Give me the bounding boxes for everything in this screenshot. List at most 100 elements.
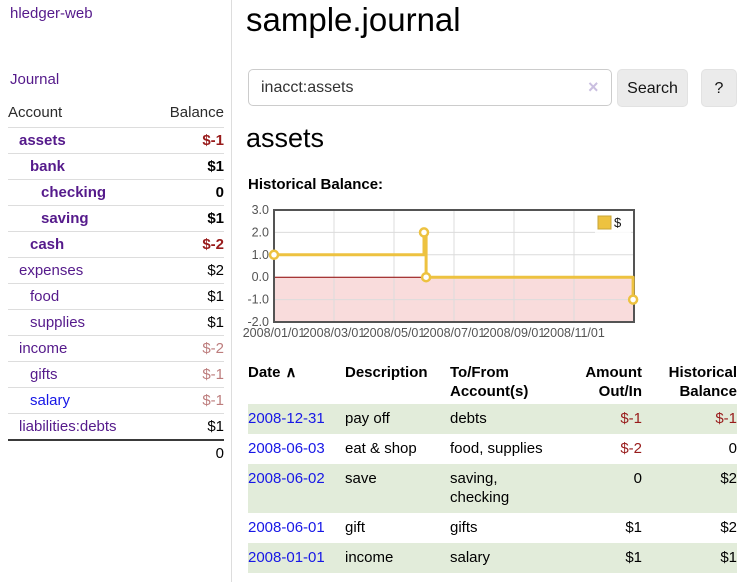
- account-row: bank $1: [8, 153, 224, 180]
- register-header-row: Date ∧ Description To/From Account(s) Amo…: [248, 360, 737, 404]
- transaction-description: income: [345, 549, 394, 566]
- account-balance: $-1: [152, 387, 224, 414]
- transaction-amount: $1: [625, 519, 642, 536]
- register-col-description: Description: [345, 364, 428, 381]
- account-balance: $-2: [152, 231, 224, 258]
- account-link[interactable]: checking: [41, 184, 107, 201]
- account-balance: $-1: [152, 361, 224, 388]
- account-link[interactable]: gifts: [30, 366, 58, 383]
- account-link[interactable]: income: [19, 340, 68, 357]
- account-link[interactable]: salary: [30, 392, 71, 409]
- transaction-row: 2008-06-02 save saving, checking 0 $2: [248, 464, 737, 513]
- account-balance: $1: [152, 309, 224, 336]
- transaction-date-link[interactable]: 2008-12-31: [248, 410, 325, 427]
- account-balance: $1: [152, 153, 224, 180]
- transaction-amount: $-2: [620, 440, 642, 457]
- account-balance: $-2: [152, 335, 224, 362]
- account-link[interactable]: saving: [41, 210, 89, 227]
- transaction-description: pay off: [345, 410, 390, 427]
- account-row: checking 0: [8, 179, 224, 206]
- accounts-col-account: Account: [8, 104, 63, 121]
- search-input[interactable]: [248, 69, 612, 106]
- account-link[interactable]: liabilities:debts: [19, 418, 117, 435]
- transaction-row: 2008-06-01 gift gifts $1 $2: [248, 513, 737, 543]
- register-col-amount: Amount Out/In: [585, 364, 642, 400]
- account-link[interactable]: food: [30, 288, 60, 305]
- account-balance: $1: [152, 283, 224, 310]
- account-row: supplies $1: [8, 309, 224, 336]
- register-col-balance: Historical Balance: [668, 364, 737, 400]
- transaction-balance: $2: [720, 470, 737, 487]
- account-row: liabilities:debts $1: [8, 413, 224, 440]
- account-balance: $2: [152, 257, 224, 284]
- transaction-date-link[interactable]: 2008-06-01: [248, 519, 325, 536]
- transaction-date-link[interactable]: 2008-06-03: [248, 440, 325, 457]
- accounts-rows: assets $-1 bank $1 checking 0 saving $1: [8, 127, 224, 440]
- help-button[interactable]: ?: [701, 69, 737, 107]
- transaction-description: save: [345, 470, 377, 487]
- transaction-date-link[interactable]: 2008-06-02: [248, 470, 325, 487]
- register-table: Date ∧ Description To/From Account(s) Amo…: [248, 360, 737, 573]
- account-link[interactable]: bank: [30, 158, 66, 175]
- svg-text:2008/11/01: 2008/11/01: [543, 326, 605, 340]
- transaction-accounts: salary: [450, 549, 491, 566]
- account-row: income $-2: [8, 335, 224, 362]
- transaction-balance: $2: [720, 519, 737, 536]
- account-link[interactable]: assets: [19, 132, 66, 149]
- svg-text:$: $: [614, 215, 622, 230]
- clear-search-icon[interactable]: ×: [588, 77, 599, 97]
- account-balance: $1: [152, 205, 224, 232]
- account-link[interactable]: cash: [30, 236, 65, 253]
- svg-text:2008/03/01: 2008/03/01: [303, 326, 366, 340]
- svg-text:0.0: 0.0: [252, 270, 269, 284]
- svg-text:-1.0: -1.0: [247, 293, 269, 307]
- svg-text:1.0: 1.0: [252, 248, 269, 262]
- historical-balance-label: Historical Balance:: [248, 176, 384, 193]
- accounts-col-balance: Balance: [169, 104, 224, 121]
- transaction-row: 2008-12-31 pay off debts $-1 $-1: [248, 404, 737, 434]
- transaction-row: 2008-01-01 income salary $1 $1: [248, 543, 737, 573]
- app-brand-link[interactable]: hledger-web: [10, 5, 93, 22]
- register-rows: 2008-12-31 pay off debts $-1 $-1 2008-06…: [248, 404, 737, 573]
- transaction-balance: $-1: [715, 410, 737, 427]
- svg-text:2008/09/01: 2008/09/01: [483, 326, 546, 340]
- transaction-description: gift: [345, 519, 366, 536]
- sort-asc-icon: ∧: [285, 364, 297, 381]
- transaction-description: eat & shop: [345, 440, 417, 457]
- register-col-date[interactable]: Date ∧: [248, 364, 297, 381]
- transaction-accounts: gifts: [450, 519, 478, 536]
- svg-text:2008/01/01: 2008/01/01: [243, 326, 305, 340]
- accounts-table: Account Balance assets $-1 bank $1 check…: [8, 100, 224, 466]
- account-balance: 0: [152, 179, 224, 206]
- account-link[interactable]: supplies: [30, 314, 86, 331]
- account-balance: $1: [152, 413, 224, 440]
- svg-text:2008/07/01: 2008/07/01: [423, 326, 486, 340]
- transaction-accounts: food, supplies: [450, 440, 543, 457]
- transaction-amount: 0: [633, 470, 642, 487]
- transaction-balance: 0: [728, 440, 737, 457]
- page-title: sample.journal: [246, 1, 461, 38]
- transaction-accounts: debts: [450, 410, 487, 427]
- sidebar-item-journal[interactable]: Journal: [10, 71, 60, 88]
- account-row: cash $-2: [8, 231, 224, 258]
- sidebar: hledger-web Journal Account Balance asse…: [0, 0, 232, 582]
- register-col-tofrom: To/From Account(s): [450, 364, 529, 400]
- transaction-date-link[interactable]: 2008-01-01: [248, 549, 325, 566]
- accounts-table-header: Account Balance: [8, 100, 224, 128]
- search-button[interactable]: Search: [617, 69, 688, 107]
- account-link[interactable]: expenses: [19, 262, 84, 279]
- svg-text:3.0: 3.0: [252, 203, 269, 217]
- account-row: food $1: [8, 283, 224, 310]
- account-row: saving $1: [8, 205, 224, 232]
- accounts-total-value: 0: [8, 439, 224, 466]
- account-row: gifts $-1: [8, 361, 224, 388]
- transaction-balance: $1: [720, 549, 737, 566]
- account-heading: assets: [246, 123, 325, 153]
- account-row: assets $-1: [8, 127, 224, 154]
- svg-text:2.0: 2.0: [252, 225, 269, 239]
- historical-balance-chart: $3.0 2.0 1.0 0.0 -1.0 -2.02008/01/012008/03/0…: [243, 203, 639, 340]
- account-row: salary $-1: [8, 387, 224, 414]
- transaction-amount: $-1: [620, 410, 642, 427]
- svg-text:2008/05/01: 2008/05/01: [363, 326, 426, 340]
- transaction-amount: $1: [625, 549, 642, 566]
